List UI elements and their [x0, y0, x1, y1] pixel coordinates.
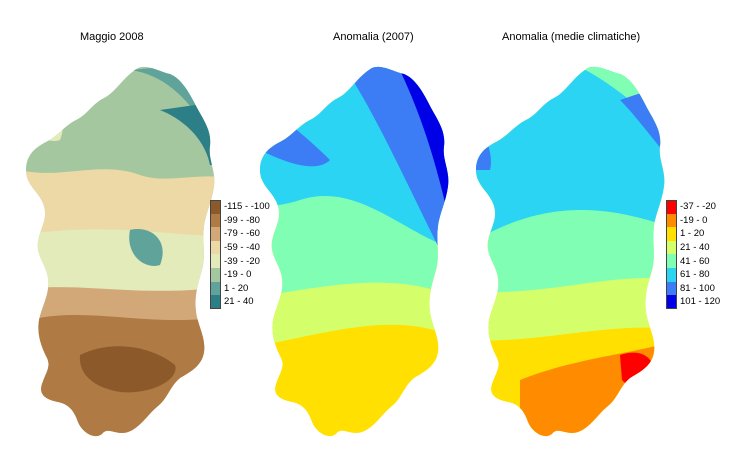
legend-label: 81 - 100	[680, 282, 715, 294]
legend-item: 101 - 120	[666, 295, 720, 309]
legend-item: -19 - 0	[210, 267, 270, 282]
legend-item: 61 - 80	[666, 267, 720, 282]
legend-anomalia: -37 - -20 -19 - 0 1 - 20 21 - 40 41 - 60…	[666, 200, 720, 309]
map-anomalia-medie-climatiche	[476, 66, 665, 437]
legend-swatch	[666, 227, 677, 241]
legend-swatch	[666, 213, 677, 228]
legend-item: -37 - -20	[666, 200, 720, 214]
legend-item: -99 - -80	[210, 213, 270, 228]
legend-swatch	[666, 200, 677, 214]
legend-swatch	[666, 295, 677, 309]
legend-item: -19 - 0	[666, 213, 720, 228]
map-title-anomalia-medie-climatiche: Anomalia (medie climatiche)	[502, 31, 641, 43]
legend-swatch	[666, 267, 677, 282]
legend-swatch	[210, 267, 221, 282]
legend-label: 1 - 20	[224, 282, 249, 294]
legend-swatch	[666, 254, 677, 268]
legend-item: -79 - -60	[210, 227, 270, 241]
legend-item: -59 - -40	[210, 240, 270, 255]
map-maggio-2008	[26, 66, 215, 437]
legend-swatch	[210, 254, 221, 268]
legend-label: 101 - 120	[680, 296, 721, 308]
legend-swatch	[210, 281, 221, 296]
legend-label: -59 - -40	[224, 242, 260, 254]
legend-label: 61 - 80	[680, 269, 710, 281]
legend-label: 21 - 40	[680, 242, 710, 254]
legend-item: 1 - 20	[210, 281, 270, 296]
legend-swatch	[666, 240, 677, 255]
legend-item: 21 - 40	[666, 240, 720, 255]
legend-swatch	[210, 227, 221, 241]
map-title-maggio-2008: Maggio 2008	[80, 31, 144, 43]
legend-swatch	[210, 295, 221, 309]
legend-item: 1 - 20	[666, 227, 720, 241]
legend-item: -39 - -20	[210, 254, 270, 268]
legend-label: -79 - -60	[224, 228, 260, 240]
legend-swatch	[210, 240, 221, 255]
legend-label: 41 - 60	[680, 255, 710, 267]
legend-label: 21 - 40	[224, 296, 254, 308]
legend-item: -115 - -100	[210, 200, 270, 214]
legend-label: -37 - -20	[680, 201, 716, 213]
legend-swatch	[210, 213, 221, 228]
legend-label: -115 - -100	[224, 201, 270, 213]
legend-label: -99 - -80	[224, 214, 260, 226]
legend-label: -39 - -20	[224, 255, 260, 267]
legend-label: -19 - 0	[224, 269, 252, 281]
legend-item: 41 - 60	[666, 254, 720, 268]
legend-label: 1 - 20	[680, 228, 705, 240]
legend-label: -19 - 0	[680, 214, 708, 226]
map-anomalia-2007	[260, 66, 449, 437]
legend-swatch	[666, 281, 677, 296]
legend-item: 21 - 40	[210, 295, 270, 309]
legend-item: 81 - 100	[666, 281, 720, 296]
map-title-anomalia-2007: Anomalia (2007)	[333, 31, 414, 43]
legend-maggio-2008: -115 - -100 -99 - -80 -79 - -60 -59 - -4…	[210, 200, 270, 309]
legend-swatch	[210, 200, 221, 214]
